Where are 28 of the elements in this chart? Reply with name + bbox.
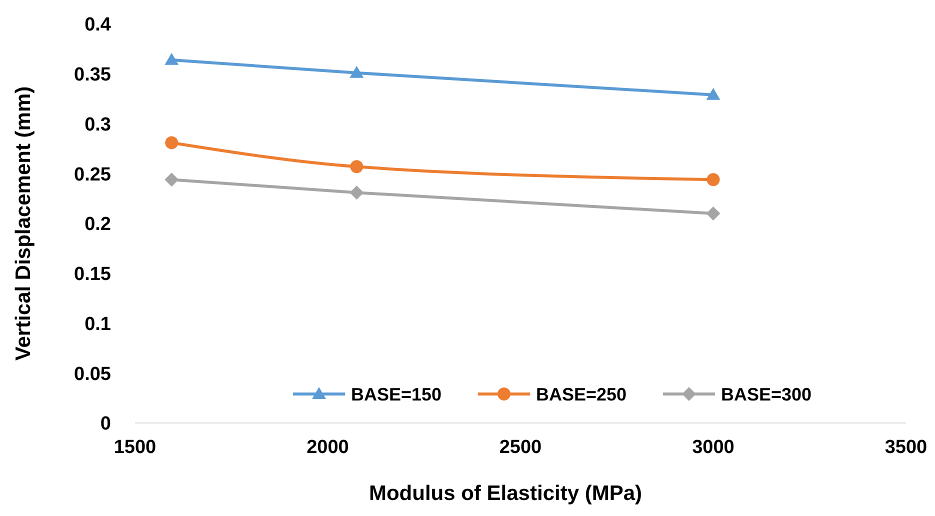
legend-label: BASE=150 [351,384,442,404]
x-tick-label: 3000 [692,437,734,458]
y-tick-label: 0.2 [84,214,111,236]
y-tick-label: 0.3 [84,114,111,136]
y-tick-label: 0.35 [74,64,112,86]
point [350,66,364,78]
point [706,173,720,186]
point [164,52,179,65]
point [164,172,179,187]
legend-label: BASE=300 [721,384,812,404]
x-tick-label: 2500 [499,437,542,458]
y-tick-label: 0 [100,414,111,435]
point [350,160,364,174]
y-axis-title: Vertical Displacement (mm) [12,86,35,361]
point [165,136,178,150]
point [706,88,720,100]
x-tick-label: 1500 [114,437,156,458]
y-tick-label: 0.4 [84,14,112,36]
x-tick-label: 3500 [884,437,928,458]
x-axis-title: Modulus of Elasticity (MPa) [368,482,642,505]
y-tick-label: 0.05 [74,364,112,385]
x-tick-label: 2000 [306,437,349,458]
point [706,206,720,221]
legend-label: BASE=250 [536,384,627,404]
y-tick-label: 0.15 [74,264,112,286]
y-tick-label: 0.25 [74,164,112,186]
y-tick-label: 0.1 [84,314,112,335]
point [350,186,364,200]
